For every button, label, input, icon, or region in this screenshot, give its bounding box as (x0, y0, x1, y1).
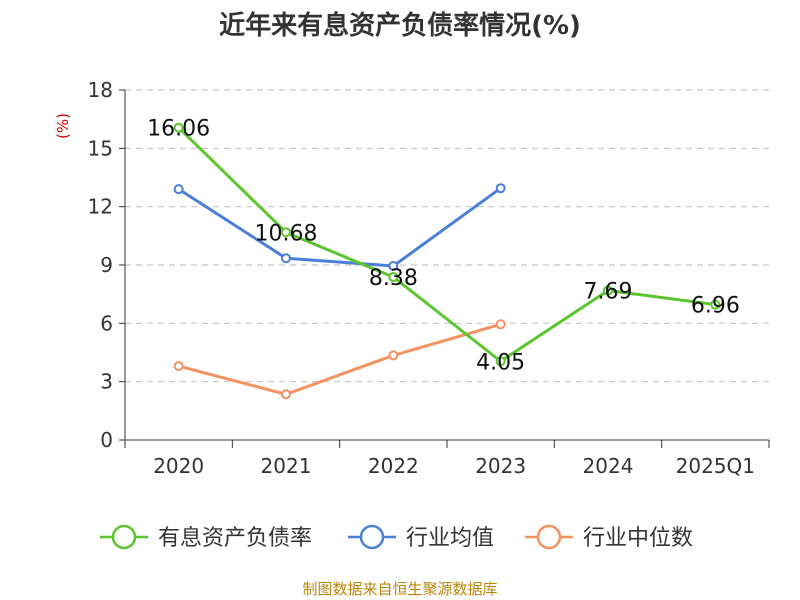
series-line (178, 322, 502, 396)
data-labels: 16.06 10.68 8.38 4.05 7.69 6.96 (147, 117, 740, 376)
x-tick-label: 2025Q1 (676, 454, 755, 478)
legend-label: 有息资产负债率 (158, 526, 312, 551)
x-tick-label: 2023 (475, 454, 526, 478)
data-point (173, 184, 184, 195)
data-point (388, 260, 399, 271)
data-point (173, 361, 184, 372)
data-point (173, 122, 184, 133)
data-point (281, 389, 291, 400)
series-line (177, 126, 716, 363)
data-point (495, 183, 506, 194)
y-tick-label: 6 (100, 311, 113, 335)
data-point (281, 253, 291, 264)
data-label: 10.68 (255, 221, 318, 246)
legend-marker (111, 524, 137, 550)
data-label: 8.38 (369, 266, 418, 291)
data-point (281, 227, 291, 238)
data-point (495, 356, 506, 367)
x-tick-labels: 2020 2021 2022 2023 2024 2025Q1 (153, 454, 755, 478)
source-note: 制图数据来自恒生聚源数据库 (302, 580, 497, 598)
x-tick-label: 2020 (153, 454, 204, 478)
y-tick-label: 9 (100, 253, 113, 277)
x-tick-label: 2022 (368, 454, 419, 478)
data-label: 4.05 (476, 350, 525, 375)
legend-label: 行业均值 (406, 526, 494, 551)
y-tick-label: 0 (100, 428, 113, 452)
data-label: 16.06 (147, 117, 210, 142)
legend-marker (359, 524, 385, 550)
series-group (173, 122, 721, 400)
x-tick-label: 2021 (261, 454, 312, 478)
y-axis-unit: (%) (54, 113, 72, 139)
data-point (495, 319, 506, 330)
data-label: 6.96 (691, 294, 740, 319)
chart-title: 近年来有息资产负债率情况(%) (219, 10, 581, 41)
data-label: 7.69 (584, 279, 633, 304)
axes (119, 89, 770, 448)
legend: 有息资产负债率 行业均值 行业中位数 (100, 524, 693, 551)
y-tick-label: 12 (88, 195, 113, 219)
x-tick-label: 2024 (583, 454, 634, 478)
y-tick-labels: 0 3 6 9 12 15 18 (88, 78, 113, 452)
data-point (603, 285, 613, 296)
data-point (388, 272, 399, 283)
y-tick-label: 18 (88, 78, 113, 102)
data-point (388, 350, 399, 361)
y-tick-label: 15 (88, 136, 113, 160)
grid-lines (125, 89, 769, 383)
legend-label: 行业中位数 (583, 526, 693, 551)
series-line (177, 186, 502, 268)
legend-marker (536, 524, 562, 550)
y-tick-label: 3 (100, 370, 113, 394)
data-point (710, 299, 721, 310)
